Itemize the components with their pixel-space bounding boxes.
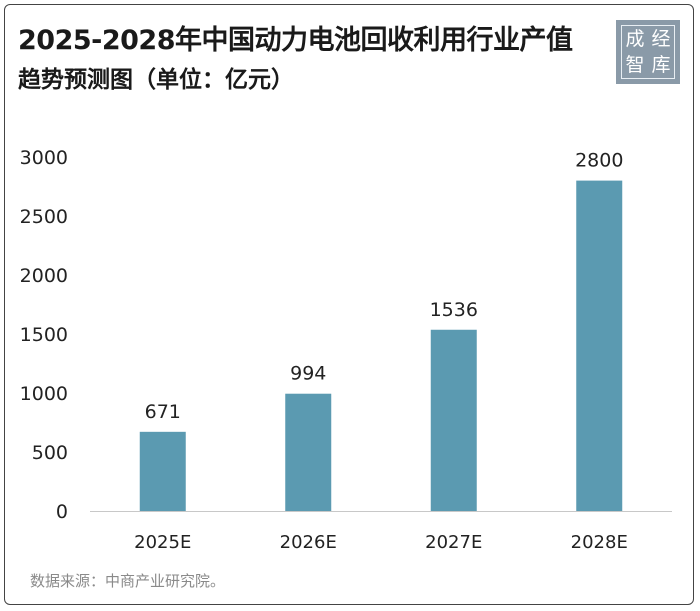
y-tick-label: 0: [56, 501, 68, 523]
x-tick-label: 2026E: [280, 532, 337, 553]
data-label: 994: [290, 363, 326, 385]
y-tick-label: 1500: [20, 324, 68, 346]
bar: [430, 329, 477, 511]
logo-char: 智: [625, 53, 645, 76]
y-tick-label: 2500: [20, 206, 68, 228]
data-label: 1536: [430, 299, 478, 321]
logo-char: 成: [625, 27, 645, 50]
bar: [285, 393, 332, 511]
x-tick-label: 2028E: [571, 532, 628, 553]
data-source-note: 数据来源：中商产业研究院。: [30, 572, 226, 590]
brand-logo-border: 成 经 智 库: [621, 25, 675, 79]
chart-title-line-2: 趋势预测图（单位：亿元）: [18, 67, 294, 93]
bar: [576, 180, 623, 511]
x-tick-label: 2025E: [134, 532, 191, 553]
y-tick-label: 3000: [20, 147, 68, 169]
data-label: 2800: [575, 150, 623, 172]
chart-title-line-1: 2025-2028年中国动力电池回收利用行业产值: [18, 25, 573, 56]
brand-logo: 成 经 智 库: [616, 20, 680, 84]
y-tick-label: 2000: [20, 265, 68, 287]
bar: [139, 431, 186, 511]
x-tick-label: 2027E: [425, 532, 482, 553]
chart-frame: [4, 4, 694, 605]
y-tick-label: 500: [32, 442, 68, 464]
data-label: 671: [145, 401, 181, 423]
logo-char: 库: [651, 53, 671, 76]
logo-char: 经: [651, 27, 671, 50]
y-tick-label: 1000: [20, 383, 68, 405]
